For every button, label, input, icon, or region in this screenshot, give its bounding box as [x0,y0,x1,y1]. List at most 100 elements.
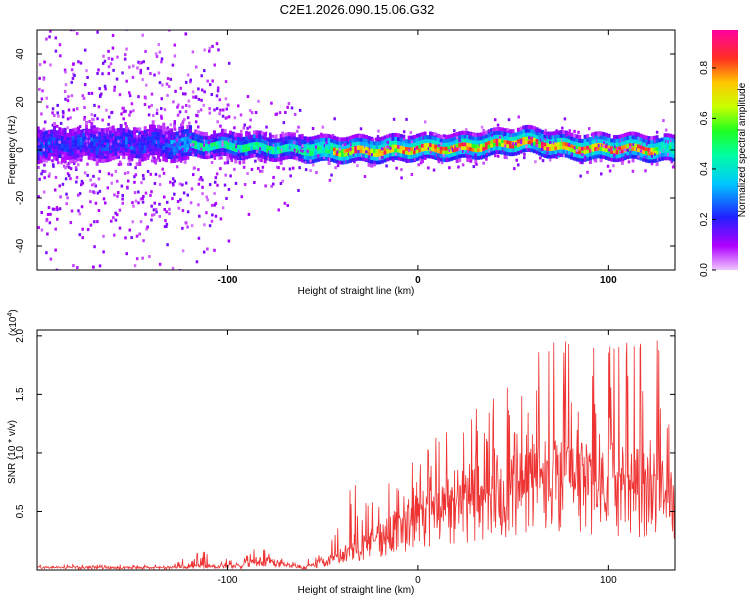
heat-cell [514,140,518,145]
heat-cell [231,143,235,148]
heat-cell [43,163,46,167]
heat-cell [82,144,86,149]
heat-cell [48,172,51,176]
heat-cell [90,140,94,145]
heat-cell [183,136,187,141]
heat-cell [274,146,278,151]
heat-cell [203,90,206,94]
heat-cell [221,143,224,147]
heat-cell [666,148,670,153]
heat-cell [52,148,56,153]
heat-cell [482,129,485,133]
heat-cell [520,139,523,143]
heat-cell [644,169,647,173]
heat-cell [274,154,278,159]
heat-cell [612,150,616,155]
heat-cell [346,136,350,141]
heat-cell [100,155,104,160]
heat-cell [95,150,99,155]
heat-cell [327,141,331,146]
heat-cell [579,174,582,178]
heat-cell [212,145,216,150]
heat-cell [107,65,111,69]
heat-cell [55,145,59,150]
heat-cell [317,154,320,158]
heat-cell [223,140,227,145]
heat-cell [98,87,101,91]
heat-cell [516,139,520,144]
heat-cell [126,162,130,166]
heat-cell [594,150,598,155]
heat-cell [257,167,260,171]
heat-cell [543,146,547,151]
heat-cell [479,132,483,137]
heat-cell [59,195,62,199]
heat-cell [667,140,670,144]
heat-cell [184,110,188,114]
heat-cell [37,165,40,169]
heat-cell [73,74,76,78]
heat-cell [517,115,521,119]
heat-cell [196,114,199,118]
heat-cell [148,147,152,152]
heat-cell [324,133,328,138]
heat-cell [367,143,371,148]
heat-cell [207,135,211,140]
heat-cell [203,138,206,142]
heat-cell [130,157,134,161]
heat-cell [410,158,414,163]
heat-cell [615,154,619,159]
heat-cell [583,142,587,147]
heat-cell [179,143,183,147]
heat-cell [524,147,528,152]
heat-cell [492,131,496,136]
heat-cell [517,163,520,167]
heat-cell [541,159,545,163]
heat-cell [356,137,360,142]
heat-cell [191,173,195,177]
heat-cell [445,159,449,163]
heat-cell [414,158,417,162]
heat-cell [644,154,648,159]
heat-cell [546,151,549,155]
heat-cell [100,139,104,144]
heat-cell [137,95,140,99]
heat-cell [551,150,555,155]
heat-cell [562,141,566,146]
heat-cell [90,91,94,95]
heat-cell [188,121,191,125]
heat-cell [214,201,218,205]
heat-cell [460,134,464,139]
heat-cell [93,125,96,129]
heat-cell [655,139,659,144]
heat-cell [214,176,218,180]
heat-cell [422,136,425,140]
heat-cell [100,143,104,148]
heat-cell [140,149,144,154]
heat-cell [276,157,280,162]
heat-cell [610,153,614,158]
heat-cell [90,121,94,126]
heat-cell [402,150,406,155]
heat-cell [666,156,670,161]
heat-cell [418,140,422,145]
heat-cell [535,138,539,143]
heat-cell [346,144,350,149]
heat-cell [578,134,582,139]
heat-cell [106,146,110,151]
heat-cell [205,195,208,199]
heat-cell [484,142,488,147]
heat-cell [109,154,112,158]
heat-cell [71,136,75,141]
heat-cell [197,203,200,207]
heat-cell [465,128,468,132]
heat-cell [636,144,640,149]
heat-cell [135,142,139,147]
heat-cell [266,141,270,146]
heat-cell [277,166,280,170]
heat-cell [647,136,651,141]
heat-cell [82,151,86,156]
heat-cell [46,232,49,236]
heat-cell [132,142,136,147]
heat-cell [48,144,51,148]
